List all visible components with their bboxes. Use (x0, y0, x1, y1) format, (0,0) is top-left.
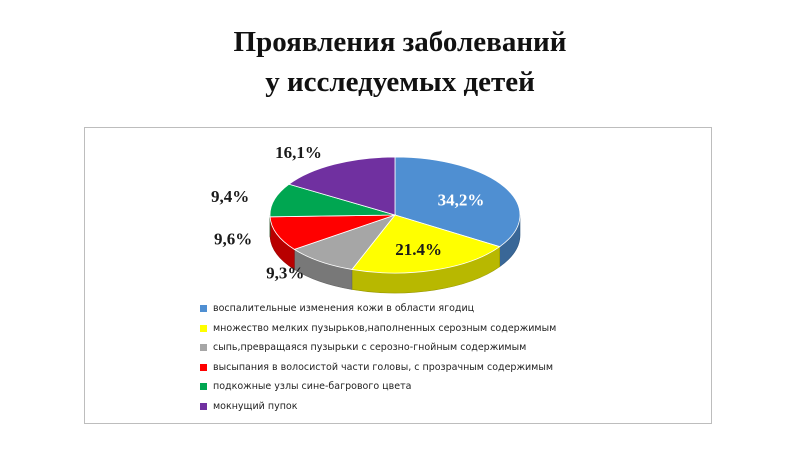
data-label: 9,4% (211, 187, 249, 206)
pie-top (269, 156, 521, 274)
data-label: 21.4% (395, 240, 442, 259)
legend-item: множество мелких пузырьков,наполненных с… (200, 319, 700, 339)
pie-slice (269, 214, 396, 250)
legend-item: высыпания в волосистой части головы, с п… (200, 358, 700, 378)
legend-swatch (200, 324, 207, 332)
page-title: Проявления заболеваний у исследуемых дет… (0, 22, 800, 102)
legend-item: подкожные узлы сине-багрового цвета (200, 377, 700, 397)
data-label: 9,3% (266, 264, 304, 283)
legend-label: мокнущий пупок (213, 400, 298, 412)
legend-label: множество мелких пузырьков,наполненных с… (213, 322, 557, 334)
legend-swatch (200, 402, 207, 410)
legend-swatch (200, 383, 207, 391)
data-label: 16,1% (275, 143, 322, 162)
legend-label: воспалительные изменения кожи в области … (213, 303, 475, 315)
data-label: 9,6% (214, 230, 252, 249)
legend-item: сыпь,превращаяся пузырьки с серозно-гной… (200, 338, 700, 358)
title-line-2: у исследуемых детей (265, 66, 535, 98)
legend-label: высыпания в волосистой части головы, с п… (213, 361, 554, 373)
pie-slice (288, 156, 396, 216)
data-labels: 34,2% 21.4% 9,3% 9,6% 9,4% 16,1% (211, 143, 484, 283)
chart-legend: воспалительные изменения кожи в области … (200, 299, 700, 416)
pie-slice (351, 214, 501, 274)
legend-label: сыпь,превращаяся пузырьки с серозно-гной… (213, 342, 527, 354)
legend-item: мокнущий пупок (200, 397, 700, 417)
title-line-1: Проявления заболеваний (233, 26, 567, 58)
data-label: 34,2% (438, 190, 485, 209)
legend-swatch (200, 363, 207, 371)
legend-swatch (200, 344, 207, 352)
legend-item: воспалительные изменения кожи в области … (200, 299, 700, 319)
legend-swatch (200, 305, 207, 313)
legend-label: подкожные узлы сине-багрового цвета (213, 381, 412, 393)
